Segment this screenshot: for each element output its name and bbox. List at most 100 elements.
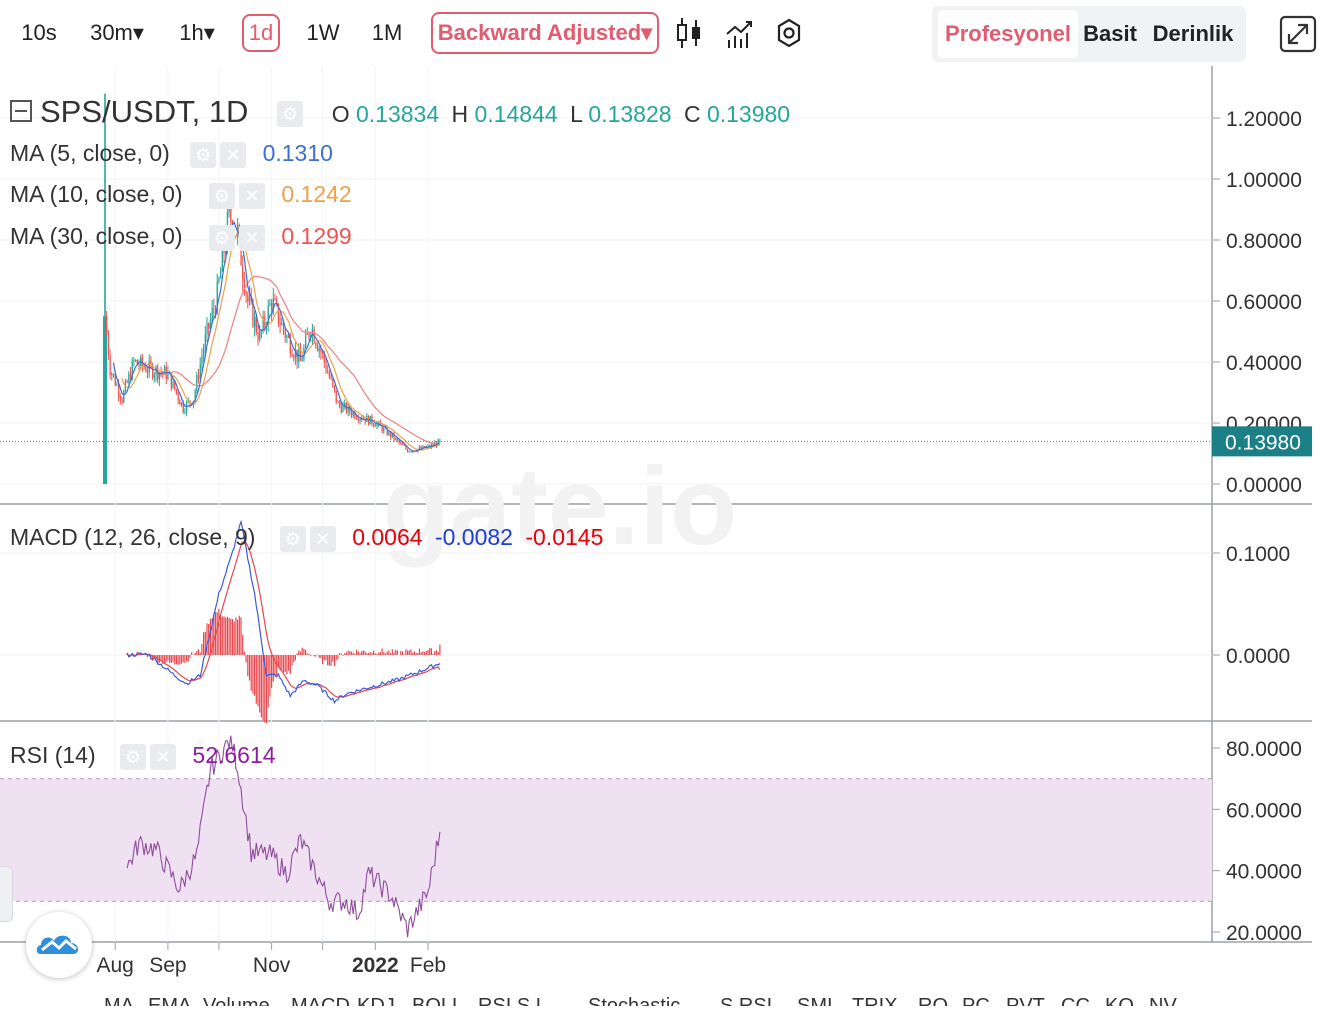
candlestick-icon[interactable] [674, 16, 704, 50]
indicator-shortcut[interactable]: CC [1061, 995, 1090, 1011]
candle-body [294, 349, 297, 358]
candle-body [276, 299, 278, 304]
indicator-shortcut[interactable]: MACD [291, 995, 350, 1011]
macd-close-icon[interactable]: ✕ [309, 525, 336, 552]
candle-body [315, 342, 317, 346]
price-tick-label: 1.20000 [1226, 108, 1302, 131]
candle-body [401, 442, 404, 445]
candle-body [339, 402, 341, 406]
rsi-settings-icon[interactable]: ⚙ [120, 743, 147, 770]
rsi-tick-label: 20.0000 [1226, 922, 1302, 945]
rsi-tick-label: 80.0000 [1226, 738, 1302, 761]
candle-body [316, 345, 319, 351]
indicator-shortcut[interactable]: BOLL [412, 995, 463, 1011]
candle-body [418, 446, 421, 449]
candle-body [182, 402, 184, 413]
candle-body [383, 427, 385, 432]
high-value: 0.14844 [474, 101, 558, 127]
indicator-shortcut[interactable]: MA [104, 995, 135, 1011]
symbol-settings-icon[interactable]: ⚙ [277, 100, 304, 127]
candle-body [204, 334, 206, 349]
candle-body [196, 375, 198, 391]
time-tick-label: 2022 [352, 954, 399, 977]
interval-30m[interactable]: 30m▾ [90, 20, 144, 45]
chart-logo-badge[interactable] [26, 912, 92, 978]
ma5-label: MA (5, close, 0) [10, 140, 170, 166]
ma10-legend: MA (10, close, 0) ⚙ ✕ 0.1242 [10, 181, 352, 209]
candle-body [301, 359, 303, 361]
price-tick-label: 0.00000 [1226, 474, 1302, 497]
candle-body [347, 405, 349, 413]
candle-body [206, 323, 208, 335]
candle-body [177, 392, 179, 400]
indicator-shortcut[interactable]: NV [1149, 995, 1177, 1011]
low-value: 0.13828 [588, 101, 672, 127]
candle-body [155, 366, 157, 375]
indicator-shortcut[interactable]: Volume [203, 995, 270, 1011]
last-price-badge [1212, 426, 1312, 457]
indicator-shortcut[interactable]: SMI [797, 995, 833, 1011]
indicator-shortcut[interactable]: RO [918, 995, 948, 1011]
view-basic[interactable]: Basit [1083, 21, 1137, 46]
indicator-shortcut[interactable]: KO [1105, 995, 1134, 1011]
indicator-shortcut[interactable]: RSI S.L. [478, 995, 552, 1011]
candle-body [267, 305, 269, 326]
candle-body [214, 309, 217, 314]
ma30-label: MA (30, close, 0) [10, 223, 183, 249]
ma30-settings-icon[interactable]: ⚙ [208, 224, 235, 251]
ma5-settings-icon[interactable]: ⚙ [190, 141, 217, 168]
rsi-label: RSI (14) [10, 742, 96, 768]
ma30-close-icon[interactable]: ✕ [238, 224, 265, 251]
candle-body [327, 370, 329, 373]
candle-body [407, 449, 409, 453]
interval-1h[interactable]: 1h▾ [179, 20, 215, 45]
price-chart-svg[interactable]: gate.io 1.20000 1.00000 0.80000 0.60000 0.400… [0, 66, 1342, 1011]
adjust-mode-dropdown[interactable]: Backward Adjusted▾ [431, 12, 659, 54]
indicator-shortcut[interactable]: EMA [148, 995, 192, 1011]
interval-1d[interactable]: 1d [242, 14, 280, 52]
macd-tick-label: 0.1000 [1226, 543, 1290, 566]
candle-body [187, 400, 189, 402]
interval-1m[interactable]: 1M [371, 20, 403, 45]
indicator-shortcut[interactable]: Stochastic [588, 995, 680, 1011]
indicator-shortcut[interactable]: PC [962, 995, 990, 1011]
settings-icon[interactable] [774, 16, 804, 50]
chart-area[interactable]: gate.io 1.20000 1.00000 0.80000 0.60000 0.400… [0, 66, 1342, 1011]
candle-body [271, 303, 273, 311]
indicator-shortcut[interactable]: KDJ [357, 995, 395, 1011]
ma10-settings-icon[interactable]: ⚙ [208, 182, 235, 209]
indicators-icon[interactable] [724, 16, 754, 50]
interval-1w[interactable]: 1W [306, 20, 340, 45]
candle-body [342, 405, 344, 412]
candle-body [128, 373, 130, 383]
candle-body [201, 356, 203, 365]
time-tick-label: Aug [97, 954, 134, 977]
rsi-close-icon[interactable]: ✕ [150, 743, 177, 770]
candle-body [174, 380, 176, 390]
fullscreen-icon[interactable] [1278, 14, 1318, 54]
macd-signal-line [126, 540, 441, 698]
collapse-icon[interactable] [10, 99, 32, 122]
side-panel-toggle[interactable] [0, 866, 13, 922]
candle-body [218, 278, 220, 282]
indicator-shortcut[interactable]: TRIX [852, 995, 898, 1011]
ma10-close-icon[interactable]: ✕ [238, 182, 265, 209]
ma5-value: 0.1310 [262, 140, 333, 166]
symbol-title: SPS/USDT, 1D [40, 94, 249, 129]
candle-body [354, 412, 356, 418]
candle-body [356, 417, 358, 419]
macd-settings-icon[interactable]: ⚙ [279, 525, 306, 552]
candle-body [203, 348, 205, 357]
price-tick-label: 0.60000 [1226, 291, 1302, 314]
view-depth[interactable]: Derinlik [1152, 21, 1234, 46]
rsi-legend: RSI (14) ⚙ ✕ 52.6614 [10, 742, 276, 770]
interval-10s[interactable]: 10s [21, 20, 57, 45]
indicator-shortcut[interactable]: PVT [1006, 995, 1045, 1011]
candle-body [148, 360, 150, 372]
ma5-close-icon[interactable]: ✕ [220, 141, 247, 168]
candle-body [308, 333, 310, 338]
rsi-tick-label: 60.0000 [1226, 799, 1302, 822]
candle-body [289, 337, 291, 354]
indicator-shortcut[interactable]: S.RSI [720, 995, 772, 1011]
view-professional[interactable]: Profesyonel [938, 10, 1078, 58]
